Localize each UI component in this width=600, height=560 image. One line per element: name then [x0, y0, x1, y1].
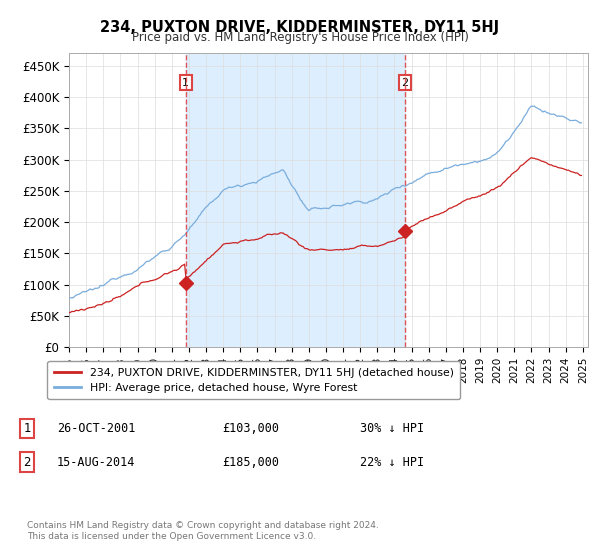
Text: 26-OCT-2001: 26-OCT-2001: [57, 422, 136, 435]
Text: Contains HM Land Registry data © Crown copyright and database right 2024.: Contains HM Land Registry data © Crown c…: [27, 521, 379, 530]
Text: This data is licensed under the Open Government Licence v3.0.: This data is licensed under the Open Gov…: [27, 532, 316, 541]
Text: £103,000: £103,000: [222, 422, 279, 435]
Text: 30% ↓ HPI: 30% ↓ HPI: [360, 422, 424, 435]
Text: 2: 2: [23, 455, 31, 469]
Bar: [186, 53, 405, 347]
Text: 22% ↓ HPI: 22% ↓ HPI: [360, 455, 424, 469]
Text: 1: 1: [23, 422, 31, 435]
Text: £185,000: £185,000: [222, 455, 279, 469]
Text: 1: 1: [182, 78, 190, 87]
Text: 15-AUG-2014: 15-AUG-2014: [57, 455, 136, 469]
Legend: 234, PUXTON DRIVE, KIDDERMINSTER, DY11 5HJ (detached house), HPI: Average price,: 234, PUXTON DRIVE, KIDDERMINSTER, DY11 5…: [47, 361, 460, 399]
Text: Price paid vs. HM Land Registry's House Price Index (HPI): Price paid vs. HM Land Registry's House …: [131, 31, 469, 44]
Text: 234, PUXTON DRIVE, KIDDERMINSTER, DY11 5HJ: 234, PUXTON DRIVE, KIDDERMINSTER, DY11 5…: [100, 20, 500, 35]
Text: 2: 2: [401, 78, 409, 87]
